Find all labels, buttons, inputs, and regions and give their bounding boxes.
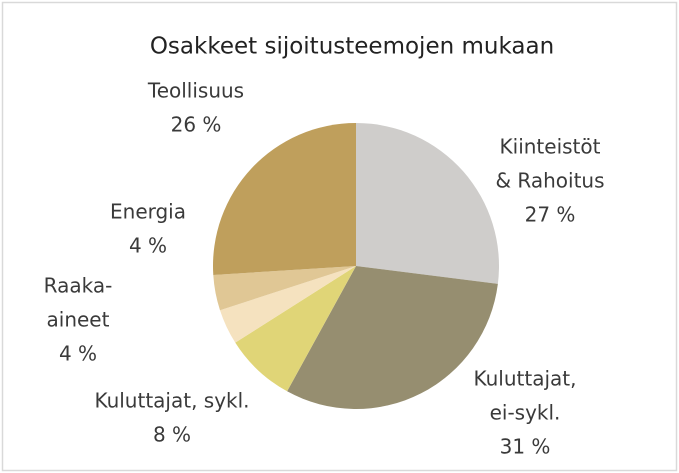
slice-label: Teollisuus [147,79,244,103]
pie-slice [213,123,356,275]
slice-label: Raaka- [44,274,113,298]
value-label: 27 % [525,203,576,227]
value-label: 31 % [500,435,551,459]
slice-label: Kiinteistöt [500,135,601,159]
slice-label: & Rahoitus [495,169,604,193]
slice-label: Kuluttajat, sykl. [94,389,249,413]
value-label: 26 % [171,113,222,137]
slice-label: ei-sykl. [490,401,561,425]
pie-slice [213,266,356,311]
pie-slice [235,266,356,392]
value-label: 4 % [59,342,97,366]
pie-slice [219,266,356,343]
chart-title: Osakkeet sijoitusteemojen mukaan [150,34,554,60]
pie-slice [356,123,499,284]
slice-label: aineet [47,308,110,332]
value-label: 8 % [153,423,191,447]
pie-slice [287,266,498,409]
slice-label: Energia [110,200,186,224]
value-label: 4 % [129,234,167,258]
slice-label: Kuluttajat, [474,367,577,391]
